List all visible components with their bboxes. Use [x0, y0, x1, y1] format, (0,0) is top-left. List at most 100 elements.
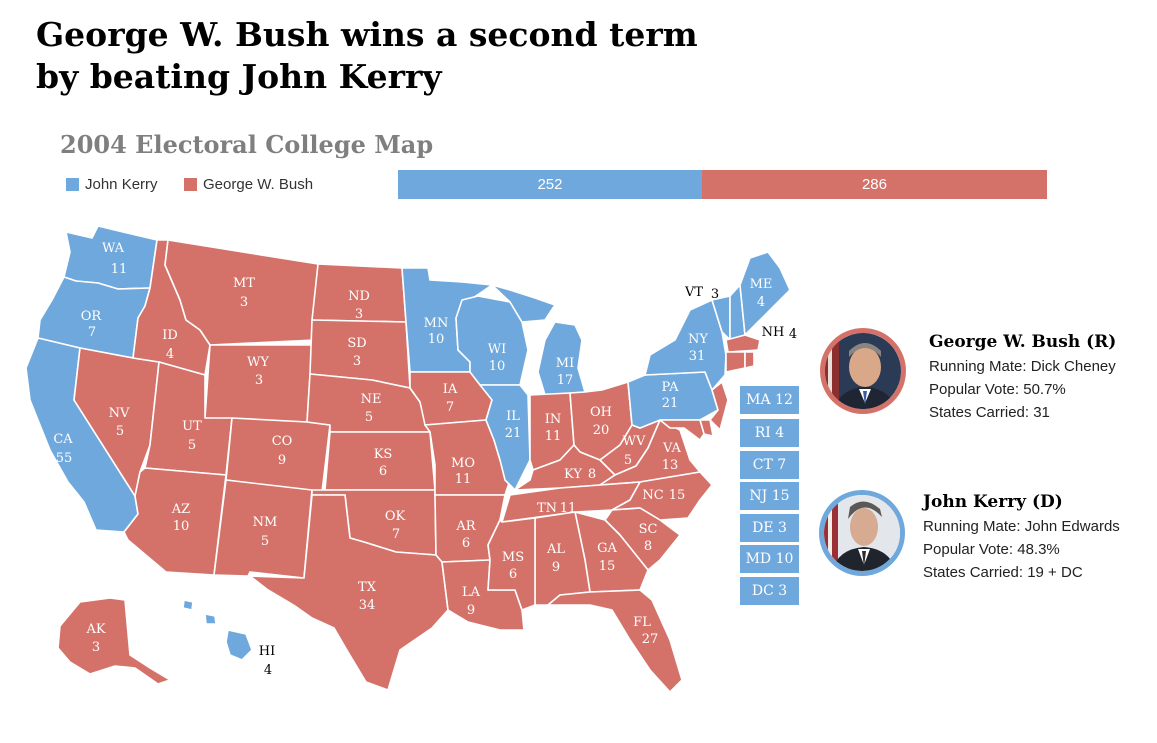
state-box-abbr: MA — [746, 392, 771, 408]
state-label-oh-votes: 20 — [593, 423, 610, 438]
electoral-bar-kerry: 252 — [398, 170, 702, 199]
state-label-tx-abbr: TX — [358, 580, 377, 595]
state-box-votes: 12 — [775, 392, 793, 408]
state-label-co-votes: 9 — [278, 453, 286, 468]
bush-portrait — [820, 328, 906, 414]
states-carried-kerry: States Carried: 19 + DC — [923, 564, 1083, 581]
state-label-sd-abbr: SD — [347, 336, 366, 351]
state-label-nd-votes: 3 — [355, 307, 363, 322]
state-tx[interactable] — [249, 494, 449, 691]
state-label-ak-votes: 3 — [92, 640, 100, 655]
running-mate-kerry: Running Mate: John Edwards — [923, 518, 1120, 535]
legend-item-kerry: John Kerry — [66, 176, 158, 193]
state-wa[interactable] — [63, 225, 158, 290]
state-hi-island[interactable] — [204, 613, 217, 625]
state-label-ks-votes: 6 — [379, 464, 387, 479]
state-label-la-votes: 9 — [467, 603, 475, 618]
state-label-il-abbr: IL — [506, 409, 520, 424]
state-box-de[interactable]: DE 3 — [740, 514, 799, 542]
state-ma[interactable] — [725, 334, 761, 353]
state-me[interactable] — [739, 251, 791, 336]
state-box-ct[interactable]: CT 7 — [740, 451, 799, 479]
state-box-votes: 4 — [775, 425, 785, 441]
state-co[interactable] — [225, 417, 331, 493]
state-label-or-abbr: OR — [81, 309, 103, 324]
state-il[interactable] — [479, 384, 531, 491]
candidate-card-bush: George W. Bush (R) Running Mate: Dick Ch… — [929, 332, 1116, 424]
state-label-az-votes: 10 — [173, 519, 190, 534]
state-label-tn-abbr: TN — [537, 501, 557, 516]
state-label-ga-votes: 15 — [599, 559, 616, 574]
state-box-ma[interactable]: MA 12 — [740, 386, 799, 414]
state-box-votes: 3 — [778, 583, 788, 599]
state-label-nd-abbr: ND — [348, 289, 370, 304]
state-label-ca-votes: 55 — [56, 451, 73, 466]
state-label-nh-abbr: NH — [762, 325, 785, 340]
state-mi-upper[interactable] — [491, 284, 556, 323]
state-label-ok-abbr: OK — [385, 509, 406, 524]
state-hi[interactable] — [225, 629, 253, 661]
state-md[interactable] — [659, 419, 705, 441]
state-box-abbr: DE — [752, 520, 774, 536]
state-label-id-votes: 4 — [166, 347, 174, 362]
legend-label-bush: George W. Bush — [203, 176, 314, 193]
state-ri[interactable] — [744, 351, 755, 369]
state-label-mi-abbr: MI — [556, 356, 574, 371]
state-label-sc-votes: 8 — [644, 539, 652, 554]
state-label-pa-votes: 21 — [662, 396, 679, 411]
state-label-ny-votes: 31 — [689, 349, 706, 364]
state-box-nj[interactable]: NJ 15 — [740, 482, 799, 510]
state-label-mt-votes: 3 — [240, 295, 248, 310]
electoral-vote-bar: 252 286 — [398, 170, 1047, 199]
state-box-votes: 7 — [777, 457, 787, 473]
state-box-votes: 3 — [777, 520, 787, 536]
state-label-mo-votes: 11 — [455, 472, 472, 487]
state-label-id-abbr: ID — [162, 328, 178, 343]
state-label-ne-votes: 5 — [365, 410, 373, 425]
state-label-ut-votes: 5 — [188, 438, 196, 453]
state-label-al-abbr: AL — [546, 542, 565, 557]
popular-vote-kerry: Popular Vote: 48.3% — [923, 541, 1060, 558]
state-mi[interactable] — [537, 321, 586, 396]
state-label-ut-abbr: UT — [182, 419, 202, 434]
state-label-wi-votes: 10 — [489, 359, 506, 374]
state-label-az-abbr: AZ — [171, 502, 190, 517]
candidate-name-kerry: John Kerry (D) — [923, 492, 1063, 512]
state-label-nv-votes: 5 — [116, 424, 124, 439]
state-ct[interactable] — [725, 351, 746, 373]
state-label-il-votes: 21 — [505, 426, 522, 441]
headline-line-2: by beating John Kerry — [36, 57, 442, 96]
state-label-mt-abbr: MT — [233, 276, 255, 291]
candidate-name-bush: George W. Bush (R) — [929, 332, 1117, 352]
state-box-dc[interactable]: DC 3 — [740, 577, 799, 605]
candidate-card-kerry: John Kerry (D) Running Mate: John Edward… — [923, 492, 1120, 584]
state-box-votes: 15 — [771, 488, 790, 504]
state-label-nh-votes: 4 — [789, 327, 797, 342]
state-label-ar-votes: 6 — [462, 536, 470, 551]
state-label-nc-votes: 15 — [669, 488, 686, 503]
electoral-count-kerry: 252 — [537, 176, 563, 193]
state-label-tn-votes: 11 — [560, 501, 577, 516]
state-hi-island[interactable] — [182, 599, 194, 611]
state-label-va-votes: 13 — [662, 458, 679, 473]
state-label-wy-abbr: WY — [247, 355, 269, 370]
state-label-wi-abbr: WI — [488, 342, 507, 357]
headline: George W. Bush wins a second term by bea… — [36, 14, 736, 98]
state-label-ne-abbr: NE — [361, 392, 382, 407]
bush-portrait-illustration — [825, 333, 901, 409]
state-label-fl-abbr: FL — [633, 615, 651, 630]
state-label-hi-abbr: HI — [259, 644, 275, 659]
state-box-ri[interactable]: RI 4 — [740, 419, 799, 447]
state-box-abbr: CT — [752, 457, 773, 473]
state-fl[interactable] — [547, 589, 683, 693]
state-box-md[interactable]: MD 10 — [740, 545, 799, 573]
state-label-nm-votes: 5 — [261, 534, 269, 549]
state-ak[interactable] — [57, 597, 171, 685]
state-ms[interactable] — [487, 517, 536, 611]
state-label-or-votes: 7 — [88, 325, 96, 340]
state-nj[interactable] — [709, 381, 729, 431]
state-label-mi-votes: 17 — [557, 373, 574, 388]
state-label-va-abbr: VA — [662, 441, 682, 456]
state-shapes — [25, 225, 791, 693]
state-label-ms-abbr: MS — [502, 550, 524, 565]
